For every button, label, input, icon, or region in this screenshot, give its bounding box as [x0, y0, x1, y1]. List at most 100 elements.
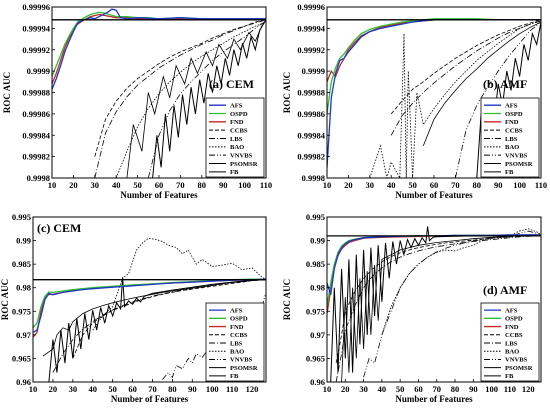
y-axis-label: ROC AUC: [2, 72, 12, 113]
legend-label-psomsr: PSOMSR: [230, 365, 258, 372]
y-tick-label: 0.99994: [297, 23, 325, 33]
series-line-ospd: [327, 18, 541, 114]
x-tick-label: 50: [133, 180, 142, 190]
y-tick-label: 0.9999: [302, 66, 325, 76]
panel-0: 10 20 30 40 50 60 70 80 90 100 110 0.9998 0.99982 0.9…: [2, 2, 272, 200]
legend-label-ccbs: CCBS: [230, 332, 248, 339]
x-tick-label: 10: [323, 180, 332, 190]
y-tick-label: 0.9999: [27, 66, 50, 76]
y-tick-label: 0.99996: [22, 2, 50, 12]
panel-2: 10 20 30 40 50 60 70 80 90 100 110 120 0.96 0.965 0.97…: [0, 212, 267, 404]
y-tick-label: 0.99982: [297, 152, 325, 162]
legend-label-ospd: OSPD: [505, 111, 523, 118]
series-line-lbs: [52, 279, 266, 373]
y-tick-label: 0.99984: [297, 130, 325, 140]
x-tick-label: 120: [522, 384, 535, 394]
legend-label-ccbs: CCBS: [505, 127, 523, 134]
series-line-ccbs: [390, 19, 541, 115]
x-tick-label: 100: [485, 384, 498, 394]
y-tick-label: 0.9998: [302, 173, 325, 183]
x-tick-label: 100: [513, 180, 526, 190]
series-line-fb: [152, 19, 266, 178]
y-tick-label: 0.99: [16, 236, 31, 246]
x-tick-label: 80: [451, 384, 460, 394]
x-tick-label: 30: [91, 180, 100, 190]
x-tick-label: 60: [155, 180, 164, 190]
series-line-fb: [48, 277, 266, 382]
x-tick-label: 70: [451, 180, 460, 190]
x-tick-label: 50: [108, 384, 117, 394]
y-axis-label: ROC AUC: [282, 279, 292, 320]
x-tick-label: 120: [246, 384, 259, 394]
legend-label-vnvbs: VNVBS: [230, 357, 253, 364]
legend-label-afs: AFS: [230, 307, 243, 314]
legend-label-fnd: FND: [505, 324, 519, 331]
x-tick-label: 10: [48, 180, 57, 190]
series-line-bao: [92, 237, 266, 331]
legend-label-vnvbs: VNVBS: [230, 152, 253, 159]
x-tick-label: 30: [69, 384, 78, 394]
x-tick-label: 90: [188, 384, 197, 394]
series-line-ccbs: [94, 19, 266, 157]
legend-label-ospd: OSPD: [505, 316, 523, 323]
y-axis-label: ROC AUC: [282, 72, 292, 113]
series-line-lbs: [94, 19, 266, 178]
panel-label: (a) CEM: [209, 77, 254, 91]
series-line-ccbs: [72, 279, 266, 359]
legend-label-afs: AFS: [230, 102, 243, 109]
series-line-vnvbs: [455, 21, 541, 178]
series-line-ccbs: [335, 235, 541, 364]
x-tick-label: 20: [341, 384, 350, 394]
y-tick-label: 0.99986: [297, 109, 325, 119]
x-tick-label: 20: [49, 384, 58, 394]
series-line-lbs: [390, 20, 541, 136]
legend-label-fnd: FND: [230, 324, 244, 331]
y-tick-label: 0.97: [16, 330, 32, 340]
x-tick-label: 30: [366, 180, 375, 190]
x-tick-label: 50: [396, 384, 405, 394]
x-axis-label: Number of Features: [111, 394, 189, 404]
x-tick-label: 30: [359, 384, 368, 394]
x-axis-label: Number of Features: [120, 190, 198, 200]
x-tick-label: 20: [69, 180, 78, 190]
x-tick-label: 40: [88, 384, 97, 394]
legend-label-ospd: OSPD: [230, 316, 248, 323]
x-tick-label: 10: [29, 384, 38, 394]
legend-label-psomsr: PSOMSR: [505, 161, 533, 168]
y-tick-label: 0.97: [310, 330, 326, 340]
x-tick-label: 110: [260, 180, 272, 190]
y-tick-label: 0.99988: [22, 88, 50, 98]
plot-frame: [32, 216, 267, 383]
y-tick-label: 0.995: [12, 212, 31, 222]
legend-label-lbs: LBS: [230, 136, 243, 143]
series-line-bao: [115, 21, 266, 178]
series-line-lbs: [335, 235, 541, 382]
y-tick-label: 0.995: [306, 212, 325, 222]
panel-1: 10 20 30 40 50 60 70 80 90 100 110 0.9998 0.99982 0.9…: [282, 2, 547, 200]
legend-label-lbs: LBS: [505, 340, 518, 347]
y-tick-label: 0.99996: [297, 2, 325, 12]
x-tick-label: 100: [206, 384, 219, 394]
x-tick-label: 60: [128, 384, 137, 394]
legend-label-ccbs: CCBS: [230, 127, 248, 134]
y-tick-label: 0.99988: [297, 88, 325, 98]
series-line-afs: [52, 8, 266, 90]
legend-label-bao: BAO: [230, 349, 244, 356]
legend-label-bao: BAO: [505, 349, 519, 356]
y-tick-label: 0.985: [12, 259, 31, 269]
x-tick-label: 60: [430, 180, 439, 190]
series-line-psomsr: [341, 234, 541, 382]
y-tick-label: 0.99992: [22, 45, 50, 55]
x-tick-label: 40: [378, 384, 387, 394]
legend-label-psomsr: PSOMSR: [230, 161, 258, 168]
x-tick-label: 70: [432, 384, 441, 394]
x-tick-label: 70: [148, 384, 157, 394]
legend-label-fnd: FND: [505, 119, 519, 126]
x-tick-label: 60: [414, 384, 423, 394]
legend-label-fb: FB: [505, 169, 514, 176]
x-tick-label: 50: [408, 180, 417, 190]
legend-label-bao: BAO: [505, 144, 519, 151]
